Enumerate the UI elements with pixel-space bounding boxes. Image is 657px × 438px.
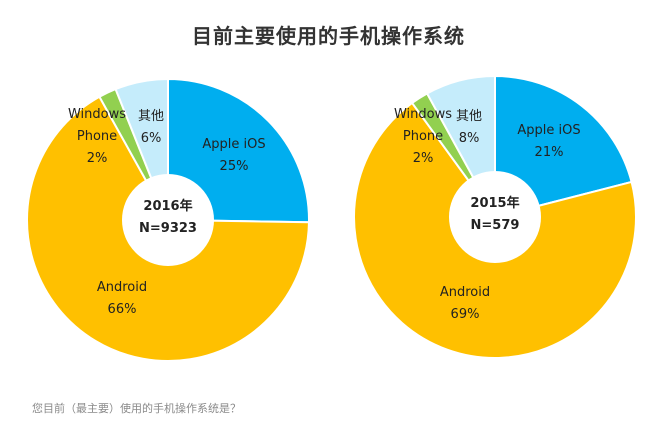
slice-label-ios: Apple iOS <box>202 137 265 152</box>
slice-ios <box>167 77 310 224</box>
slice-label-windows-phone: 2% <box>87 151 108 166</box>
slice-label-android: 66% <box>108 302 137 317</box>
slice-label-other: 8% <box>459 131 480 146</box>
slice-ios <box>494 74 633 219</box>
slice-label-other: 其他 <box>456 109 482 124</box>
slice-label-android: 69% <box>451 307 480 322</box>
slice-label-ios: 25% <box>220 159 249 174</box>
slice-label-windows-phone: Phone <box>77 129 117 144</box>
chart-title: 目前主要使用的手机操作系统 <box>192 24 465 48</box>
center-label-line: 2016年 <box>143 198 192 214</box>
slice-label-other: 6% <box>141 131 162 146</box>
center-label-line: N=9323 <box>139 221 197 236</box>
slice-label-other: 其他 <box>138 109 164 124</box>
pie-2015: 2015年 N=579 Apple iOS 21% Android 69% Windows P… <box>353 74 637 359</box>
footnote: 您目前（最主要）使用的手机操作系统是？ <box>32 402 241 415</box>
center-hole <box>122 174 214 266</box>
slice-label-windows-phone: Windows <box>68 107 126 122</box>
slice-label-windows-phone: 2% <box>413 151 434 166</box>
center-label-line: N=579 <box>471 218 520 233</box>
center-hole <box>449 171 541 263</box>
slice-label-windows-phone: Phone <box>403 129 443 144</box>
center-label-line: 2015年 <box>470 195 519 211</box>
slice-label-windows-phone: Windows <box>394 107 452 122</box>
slice-label-ios: 21% <box>535 145 564 160</box>
slice-label-android: Android <box>440 285 490 300</box>
pie-2016: 2016年 N=9323 Apple iOS 25% Android 66% Windows… <box>26 77 310 362</box>
slice-label-android: Android <box>97 280 147 295</box>
slice-label-ios: Apple iOS <box>517 123 580 138</box>
